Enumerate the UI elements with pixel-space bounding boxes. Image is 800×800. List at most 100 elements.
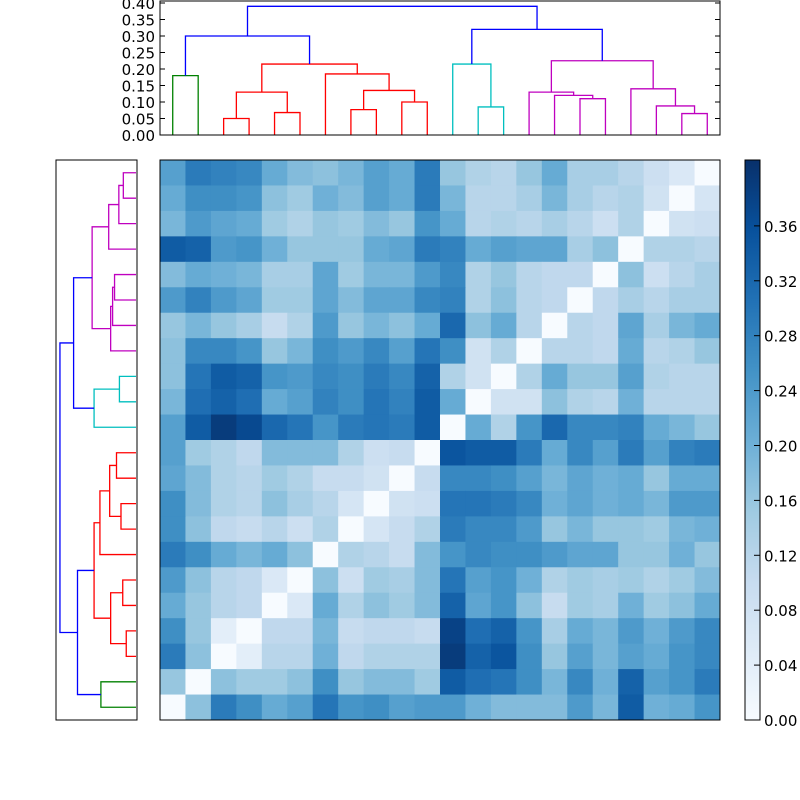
colorbar-tick-label: 0.08: [764, 602, 797, 620]
heatmap-cell: [287, 160, 314, 186]
heatmap-cell: [414, 287, 441, 314]
heatmap-cell: [185, 643, 212, 670]
heatmap-cell: [465, 414, 492, 441]
y-axis-tick-label: 0.25: [122, 45, 155, 63]
heatmap-cell: [389, 236, 416, 263]
heatmap-cell: [363, 669, 390, 696]
heatmap-cell: [440, 516, 466, 543]
heatmap-cell: [312, 363, 339, 390]
heatmap-cell: [490, 592, 517, 619]
heatmap-cell: [185, 440, 212, 466]
heatmap-cell: [643, 160, 670, 186]
heatmap-cell: [490, 567, 517, 594]
heatmap-cell: [490, 541, 517, 568]
heatmap-cell: [236, 338, 263, 365]
heatmap-cell: [541, 312, 568, 339]
heatmap-cell: [440, 567, 466, 594]
heatmap-cell: [287, 236, 314, 263]
heatmap-cell: [312, 236, 339, 263]
heatmap-cell: [592, 567, 619, 594]
y-axis-tick-label: 0.10: [122, 94, 155, 112]
heatmap-cell: [669, 160, 696, 186]
heatmap-cell: [490, 389, 517, 416]
heatmap-cell: [312, 287, 339, 314]
heatmap-cell: [185, 694, 212, 721]
heatmap-cell: [389, 516, 416, 543]
heatmap-cell: [185, 312, 212, 339]
heatmap-cell: [541, 694, 568, 721]
heatmap-cell: [236, 465, 263, 492]
heatmap-cell: [465, 338, 492, 365]
heatmap-cell: [210, 669, 237, 696]
heatmap-cell: [414, 185, 441, 212]
heatmap-cell: [592, 261, 619, 288]
colorbar-tick-label: 0.24: [764, 383, 797, 401]
heatmap-cell: [516, 414, 543, 441]
heatmap-cell: [516, 541, 543, 568]
heatmap-cell: [465, 236, 492, 263]
heatmap-cell: [312, 338, 339, 365]
heatmap-cell: [694, 210, 721, 237]
heatmap-cell: [440, 236, 466, 263]
heatmap-cell: [669, 287, 696, 314]
heatmap-cell: [618, 287, 645, 314]
heatmap-cell: [261, 185, 288, 212]
dendrogram-link-magenta: [655, 105, 696, 135]
heatmap-cell: [541, 465, 568, 492]
heatmap-cell: [541, 185, 568, 212]
heatmap-cell: [236, 516, 263, 543]
dendrogram-link-red: [99, 490, 136, 556]
heatmap-cell: [287, 185, 314, 212]
heatmap-cell: [669, 618, 696, 645]
heatmap-cell: [669, 567, 696, 594]
heatmap-cell: [210, 210, 237, 237]
heatmap-cell: [338, 261, 365, 288]
heatmap-cell: [669, 338, 696, 365]
heatmap-cell: [414, 490, 441, 517]
heatmap-cell: [516, 210, 543, 237]
heatmap-cell: [287, 567, 314, 594]
heatmap-cell: [541, 261, 568, 288]
heatmap-cell: [541, 160, 568, 186]
heatmap-cell: [210, 236, 237, 263]
heatmap-cell: [618, 160, 645, 186]
heatmap-cell: [567, 210, 594, 237]
dendrogram-link-magenta: [110, 305, 136, 352]
heatmap-cell: [694, 440, 721, 466]
heatmap-cell: [567, 312, 594, 339]
dendrogram-link-red: [109, 464, 121, 518]
heatmap-cell: [490, 414, 517, 441]
heatmap-cell: [490, 516, 517, 543]
heatmap-cell: [567, 440, 594, 466]
heatmap-cell: [465, 669, 492, 696]
heatmap-cell: [312, 567, 339, 594]
heatmap-cell: [160, 592, 186, 619]
colorbar-tick-label: 0.12: [764, 547, 797, 565]
heatmap-cell: [490, 618, 517, 645]
heatmap-cell: [185, 465, 212, 492]
heatmap-cell: [363, 465, 390, 492]
heatmap-cell: [287, 440, 314, 466]
heatmap-cell: [287, 261, 314, 288]
heatmap-cell: [210, 541, 237, 568]
heatmap-cell: [338, 592, 365, 619]
heatmap-cell: [694, 669, 721, 696]
heatmap-cell: [185, 363, 212, 390]
heatmap-cell: [567, 236, 594, 263]
dendrogram-link-red: [122, 579, 136, 607]
heatmap-cell: [338, 694, 365, 721]
heatmap-cell: [338, 312, 365, 339]
heatmap-cell: [312, 618, 339, 645]
heatmap-cell: [287, 389, 314, 416]
heatmap-cell: [643, 312, 670, 339]
dendrogram-link-red: [125, 630, 136, 658]
heatmap-cell: [643, 490, 670, 517]
heatmap-cell: [567, 160, 594, 186]
heatmap-cell: [363, 440, 390, 466]
heatmap-cell: [440, 669, 466, 696]
heatmap-cell: [312, 669, 339, 696]
heatmap-cell: [414, 261, 441, 288]
heatmap-cell: [236, 592, 263, 619]
heatmap-cell: [592, 490, 619, 517]
heatmap-cell: [261, 643, 288, 670]
